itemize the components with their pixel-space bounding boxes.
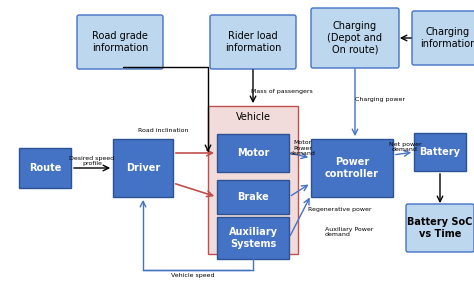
Text: Motor
Power
demand: Motor Power demand [290, 140, 316, 156]
FancyBboxPatch shape [208, 106, 298, 254]
Text: Motor: Motor [237, 148, 269, 158]
Text: Desired speed
profile: Desired speed profile [69, 156, 115, 166]
Text: Rider load
information: Rider load information [225, 31, 281, 53]
FancyBboxPatch shape [210, 15, 296, 69]
Text: Power
controller: Power controller [325, 157, 379, 179]
Text: Mass of passengers: Mass of passengers [251, 90, 313, 94]
Text: Auxiliary
Systems: Auxiliary Systems [228, 227, 277, 249]
Text: Auxiliary Power
demand: Auxiliary Power demand [325, 226, 374, 237]
FancyBboxPatch shape [217, 180, 289, 214]
Text: Charging
(Depot and
On route): Charging (Depot and On route) [328, 21, 383, 55]
FancyBboxPatch shape [77, 15, 163, 69]
FancyBboxPatch shape [406, 204, 474, 252]
FancyBboxPatch shape [113, 139, 173, 197]
FancyBboxPatch shape [19, 148, 71, 188]
Text: Vehicle: Vehicle [236, 112, 271, 122]
Text: Net power
demand: Net power demand [389, 142, 421, 152]
Text: Driver: Driver [126, 163, 160, 173]
FancyBboxPatch shape [311, 8, 399, 68]
FancyBboxPatch shape [412, 11, 474, 65]
Text: Regenerative power: Regenerative power [308, 207, 372, 212]
FancyBboxPatch shape [217, 134, 289, 172]
Text: Battery SoC
vs Time: Battery SoC vs Time [407, 217, 473, 239]
Text: Route: Route [29, 163, 61, 173]
Text: Road inclination: Road inclination [138, 128, 188, 133]
FancyBboxPatch shape [217, 217, 289, 259]
FancyBboxPatch shape [414, 133, 466, 171]
Text: Charging power: Charging power [355, 98, 405, 103]
FancyBboxPatch shape [311, 139, 393, 197]
Text: Road grade
information: Road grade information [92, 31, 148, 53]
Text: Vehicle speed: Vehicle speed [171, 273, 215, 278]
Text: Battery: Battery [419, 147, 461, 157]
Text: Brake: Brake [237, 192, 269, 202]
Text: Charging
information: Charging information [420, 27, 474, 49]
